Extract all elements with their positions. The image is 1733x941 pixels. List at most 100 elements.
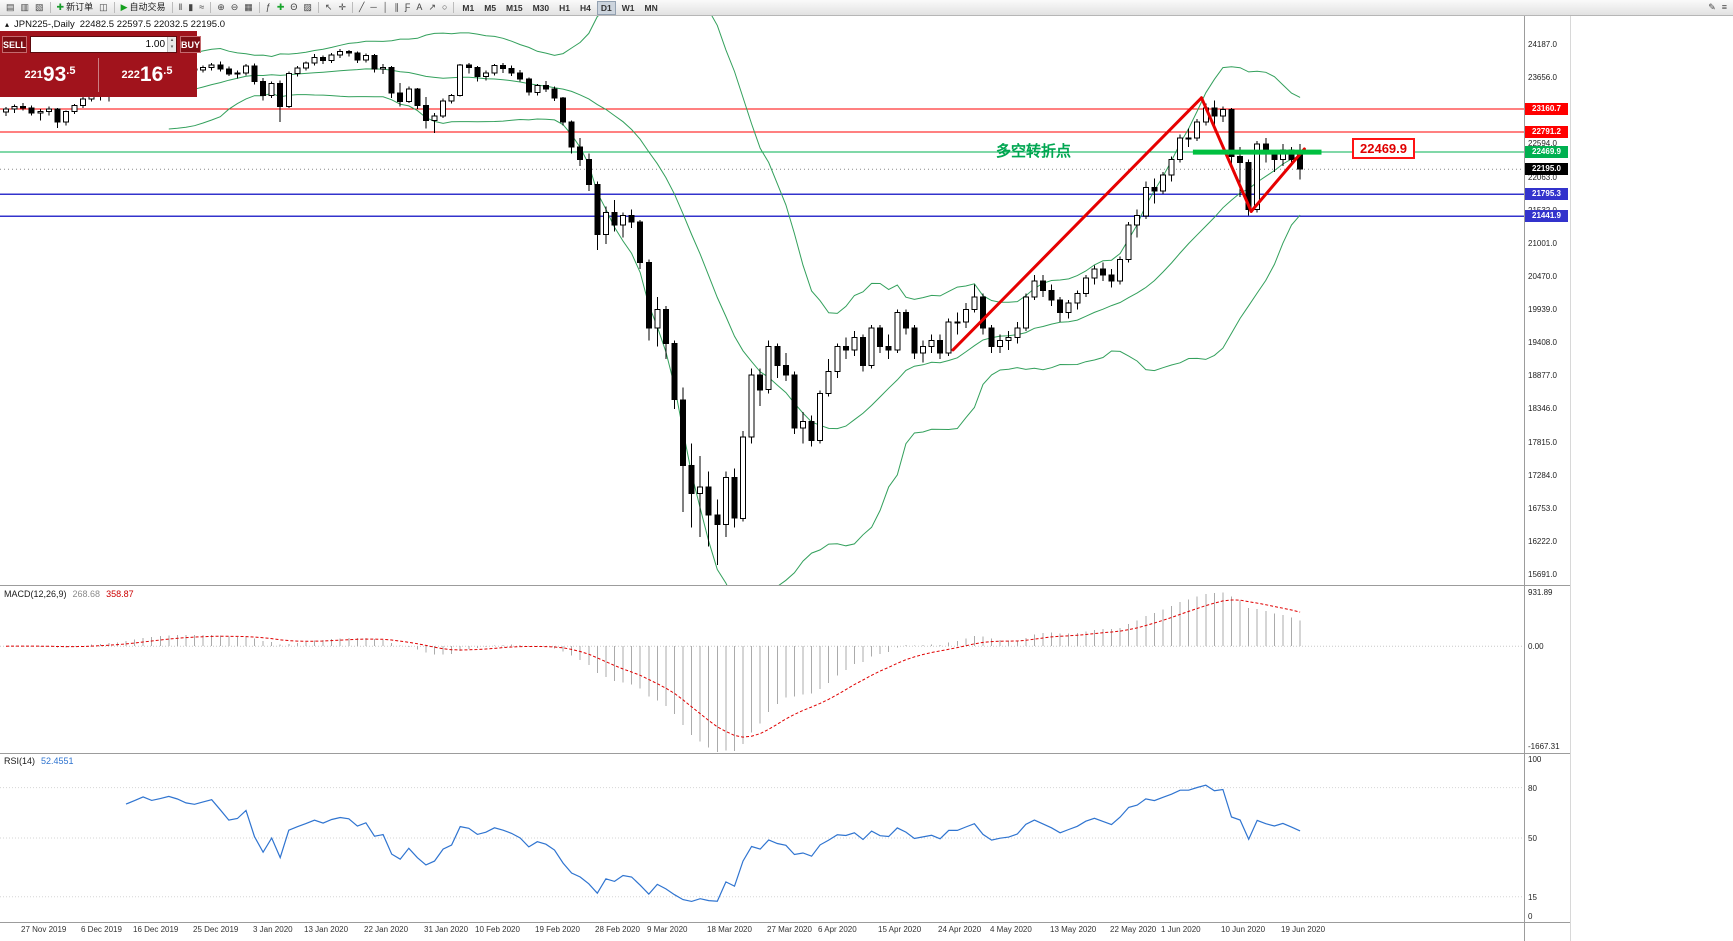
ohlc-readout: 22482.5 22597.5 22032.5 22195.0 — [79, 19, 226, 30]
timeframe-m30[interactable]: M30 — [532, 2, 550, 13]
date-axis-label: 10 Feb 2020 — [475, 925, 520, 934]
shapes-icon[interactable]: ○ — [440, 1, 449, 14]
rsi-name: RSI(14) — [4, 756, 36, 766]
timeframe-m15[interactable]: M15 — [506, 2, 523, 13]
timeframe-mn[interactable]: MN — [644, 2, 658, 13]
arrow-icon[interactable]: ↗ — [426, 1, 438, 14]
toolbar-separator — [317, 2, 319, 13]
date-axis-label: 10 Jun 2020 — [1221, 925, 1266, 934]
turning-point-annotation[interactable]: 多空转折点 — [996, 143, 1072, 160]
price-axis-tick: 22063.0 — [1528, 173, 1557, 182]
buy-button[interactable]: BUY — [180, 35, 202, 53]
candlesticks — [3, 49, 1304, 566]
trade-panel-controls: SELL ▴ ▾ BUY — [2, 33, 202, 55]
sell-button[interactable]: SELL — [2, 35, 28, 53]
macd-axis-tick: -1667.31 — [1528, 742, 1560, 751]
horizontal-level-lines[interactable] — [0, 108, 1524, 217]
chart-canvas[interactable] — [0, 0, 1524, 941]
rsi-axis-tick: 15 — [1528, 893, 1537, 902]
toolbar-separator — [210, 2, 212, 13]
edit-tool-icon[interactable]: ✎ — [1706, 1, 1718, 14]
tile-windows-icon[interactable]: ▦ — [242, 1, 255, 14]
arrow-icon: ↗ — [428, 2, 436, 12]
cursor-icon[interactable]: ↖ — [323, 1, 335, 14]
indicators-icon[interactable]: ƒ — [264, 1, 273, 14]
auto-trading-button[interactable]: ▶ 自动交易 — [119, 1, 168, 14]
navigator-icon[interactable]: ▧ — [33, 1, 46, 14]
price-axis-tick: 17284.0 — [1528, 471, 1557, 480]
trendline-icon: ╱ — [358, 2, 365, 12]
new-order-button-label: 新订单 — [66, 2, 94, 12]
toolbar-separator — [49, 2, 51, 13]
timeframe-w1[interactable]: W1 — [621, 2, 635, 13]
date-axis-label: 13 Jan 2020 — [304, 925, 349, 934]
date-axis-label: 27 Mar 2020 — [767, 925, 812, 934]
templates-icon: ▨ — [303, 2, 312, 12]
vertical-line-icon[interactable]: │ — [381, 1, 391, 14]
menu-icon: ≡ — [1721, 2, 1727, 12]
tile-windows-icon: ▦ — [244, 2, 253, 12]
pane-separator[interactable] — [0, 753, 1570, 754]
date-axis-label: 13 May 2020 — [1050, 925, 1097, 934]
date-axis-label: 1 Jun 2020 — [1161, 925, 1201, 934]
channel-icon[interactable]: ∥ — [392, 1, 401, 14]
menu-icon[interactable]: ≡ — [1720, 1, 1729, 14]
date-axis-label: 15 Apr 2020 — [878, 925, 922, 934]
toolbar-separator — [258, 2, 260, 13]
volume-decrease-button[interactable]: ▾ — [167, 44, 177, 52]
date-axis-separator — [0, 922, 1570, 923]
price-axis-tick: 24187.0 — [1528, 40, 1557, 49]
volume-spinner: ▴ ▾ — [167, 36, 177, 52]
zoom-in-icon: ⊕ — [217, 2, 225, 12]
fibonacci-icon[interactable]: Ƒ — [403, 1, 413, 14]
timeframe-d1[interactable]: D1 — [596, 0, 616, 15]
add-indicator-icon[interactable]: ✚ — [275, 1, 287, 14]
axis-price-badge: 21795.3 — [1525, 188, 1568, 200]
date-axis-label: 19 Feb 2020 — [535, 925, 580, 934]
chart-windows-icon[interactable]: ◫ — [97, 1, 110, 14]
macd-signal-value: 358.87 — [106, 589, 134, 599]
trendline-icon[interactable]: ╱ — [357, 1, 366, 14]
line-chart-icon[interactable]: ≈ — [197, 1, 206, 14]
date-axis-label: 4 May 2020 — [990, 925, 1032, 934]
timeframe-m5[interactable]: M5 — [484, 2, 497, 13]
horizontal-line-icon: ─ — [370, 2, 377, 12]
market-watch-icon: ▤ — [6, 2, 15, 12]
volume-input[interactable] — [31, 36, 168, 52]
buy-price[interactable]: 222 16.5 — [99, 60, 195, 90]
crosshair-icon[interactable]: ✛ — [336, 1, 348, 14]
pane-separator[interactable] — [0, 585, 1570, 586]
buy-price-digits: 16 — [139, 63, 164, 86]
auto-trading-icon: ▶ — [120, 2, 128, 12]
macd-axis-tick: 931.89 — [1528, 588, 1553, 597]
horizontal-line-icon[interactable]: ─ — [368, 1, 378, 14]
new-order-button[interactable]: ✚ 新订单 — [55, 1, 96, 14]
bars-chart-icon[interactable]: ‖ — [177, 1, 185, 14]
toolbar-separator — [453, 2, 455, 13]
date-axis-label: 31 Jan 2020 — [424, 925, 469, 934]
toolbar-separator — [171, 2, 173, 13]
chart-window-edge — [1570, 16, 1571, 941]
navigator-icon: ▧ — [35, 2, 44, 12]
text-icon: A — [416, 2, 423, 12]
zoom-in-icon[interactable]: ⊕ — [215, 1, 227, 14]
price-callout-label[interactable]: 22469.9 — [1352, 138, 1415, 159]
timeframe-h1[interactable]: H1 — [559, 2, 571, 13]
volume-increase-button[interactable]: ▴ — [167, 36, 177, 44]
date-axis-label: 22 May 2020 — [1110, 925, 1157, 934]
timeframe-m1[interactable]: M1 — [462, 2, 475, 13]
fibonacci-icon: Ƒ — [404, 2, 411, 12]
axis-price-badge: 21441.9 — [1525, 210, 1568, 222]
sell-price[interactable]: 221 93.5 — [2, 60, 98, 90]
text-icon[interactable]: A — [414, 1, 424, 14]
periods-icon[interactable]: Θ — [288, 1, 299, 14]
zoom-out-icon[interactable]: ⊖ — [229, 1, 241, 14]
sell-price-digits: 221 — [24, 69, 43, 81]
candles-chart-icon[interactable]: ▮ — [186, 1, 195, 14]
vertical-line-icon: │ — [382, 2, 389, 12]
templates-icon[interactable]: ▨ — [301, 1, 314, 14]
bollinger-bands — [168, 16, 1301, 585]
market-watch-icon[interactable]: ▤ — [4, 1, 17, 14]
data-window-icon[interactable]: ▥ — [19, 1, 32, 14]
timeframe-h4[interactable]: H4 — [580, 2, 591, 13]
